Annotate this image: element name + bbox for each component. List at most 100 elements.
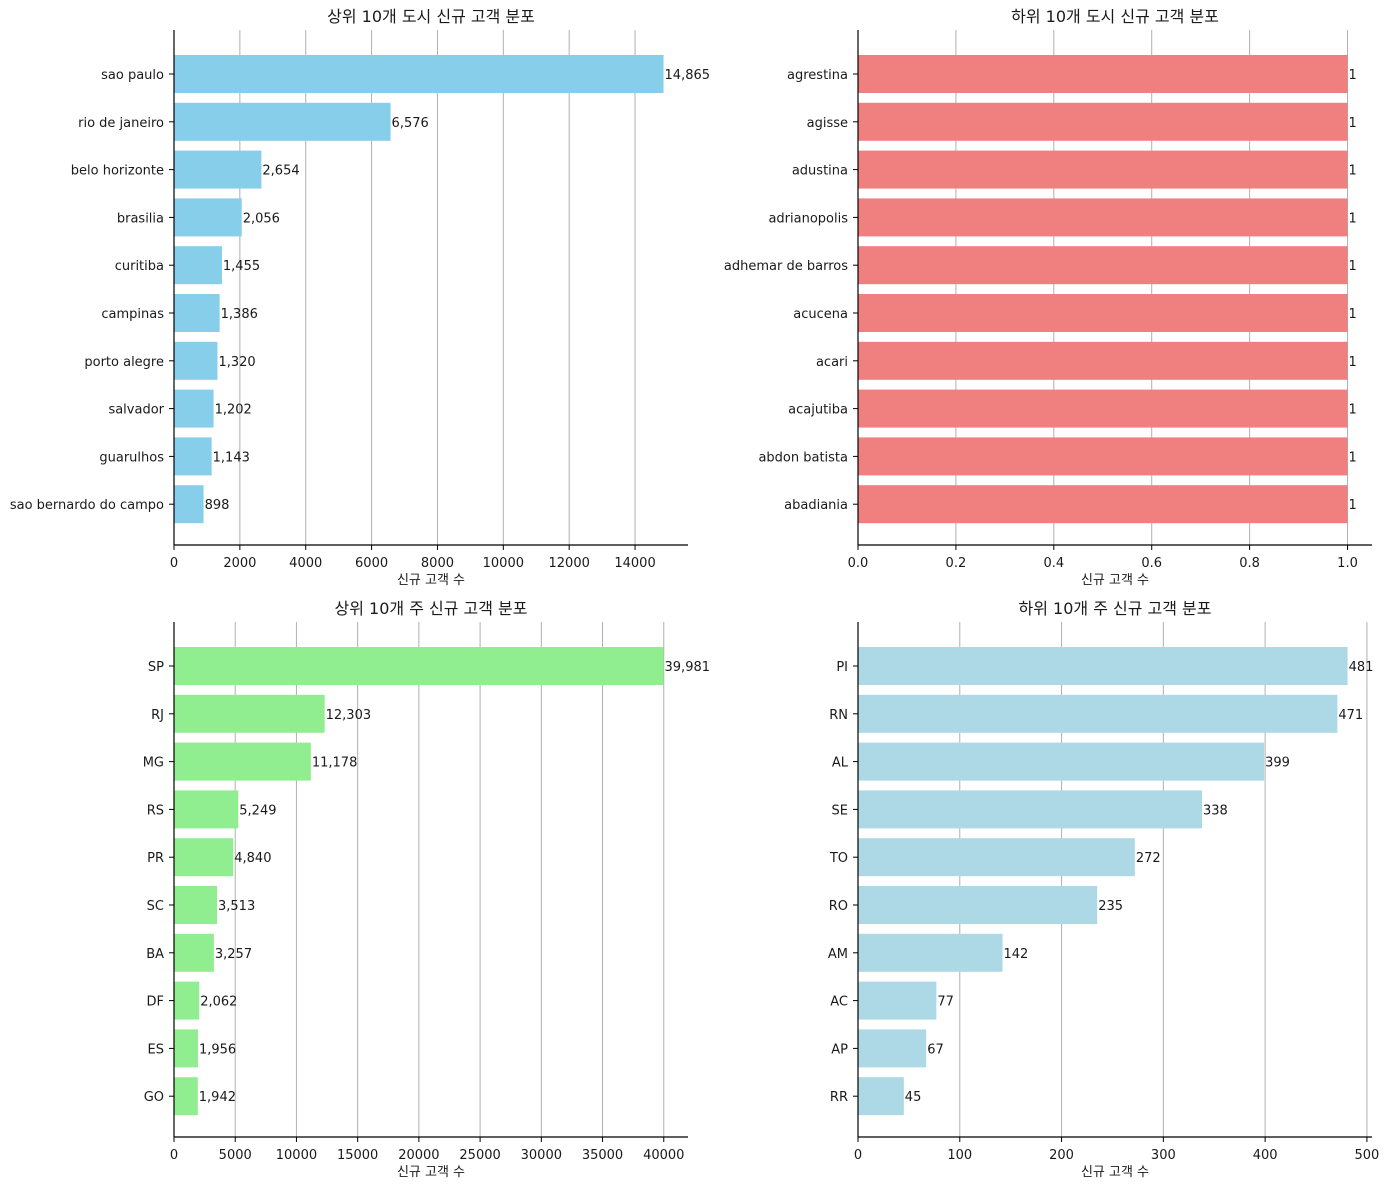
category-label: AM [828, 947, 848, 962]
bar [858, 341, 1348, 380]
category-label: GO [144, 1090, 164, 1105]
category-label: AL [832, 756, 849, 771]
data-label: 1 [1349, 211, 1357, 226]
bar [174, 437, 212, 476]
x-axis-label: 신규 고객 수 [397, 1165, 465, 1180]
bar [858, 437, 1348, 476]
category-label: AP [831, 1042, 848, 1057]
bar [174, 694, 325, 733]
bar [174, 838, 234, 877]
bar [174, 790, 239, 829]
category-label: RS [147, 803, 164, 818]
bar [174, 246, 222, 285]
x-tick-label: 10000 [276, 1148, 317, 1163]
data-label: 272 [1136, 851, 1161, 866]
bar [858, 886, 1098, 924]
category-label: brasilia [117, 211, 164, 226]
x-tick-label: 5000 [219, 1148, 252, 1163]
x-axis-label: 신규 고객 수 [1081, 573, 1149, 588]
bar [858, 389, 1348, 428]
bar [858, 933, 1003, 972]
category-label: sao paulo [101, 68, 164, 83]
x-tick-label: 0 [170, 1148, 178, 1163]
category-label: adhemar de barros [724, 259, 848, 274]
category-label: AC [830, 995, 848, 1010]
category-label: PR [147, 851, 164, 866]
x-tick-label: 6000 [355, 556, 388, 571]
data-label: 12,303 [326, 708, 372, 723]
category-label: acari [816, 355, 848, 370]
bar [174, 981, 200, 1020]
data-label: 1 [1349, 259, 1357, 274]
bar [174, 55, 664, 93]
bar [174, 389, 214, 428]
data-label: 3,513 [218, 899, 255, 914]
bar [858, 838, 1135, 877]
x-tick-label: 300 [1151, 1148, 1176, 1163]
data-label: 6,576 [392, 116, 429, 131]
bar [174, 198, 242, 237]
x-tick-label: 0.2 [946, 556, 967, 571]
category-label: rio de janeiro [78, 116, 164, 131]
data-label: 471 [1338, 708, 1363, 723]
category-label: DF [147, 995, 165, 1010]
bar [858, 102, 1348, 141]
bar [858, 55, 1348, 93]
x-tick-label: 100 [947, 1148, 972, 1163]
x-tick-label: 20000 [398, 1148, 439, 1163]
chart-title: 하위 10개 주 신규 고객 분포 [1019, 599, 1212, 618]
x-tick-label: 40000 [643, 1148, 684, 1163]
bar [858, 647, 1348, 685]
x-tick-label: 15000 [337, 1148, 378, 1163]
data-label: 1,202 [215, 403, 252, 418]
category-label: agrestina [787, 68, 848, 83]
data-label: 45 [905, 1090, 922, 1105]
x-tick-label: 35000 [582, 1148, 623, 1163]
category-label: abdon batista [758, 450, 848, 465]
category-label: adrianopolis [768, 211, 848, 226]
x-axis-label: 신규 고객 수 [397, 573, 465, 588]
category-label: RO [829, 899, 848, 914]
data-label: 142 [1004, 947, 1029, 962]
x-tick-label: 0 [170, 556, 178, 571]
x-tick-label: 0.6 [1141, 556, 1162, 571]
category-label: SP [148, 660, 164, 675]
bar [858, 294, 1348, 332]
bar [858, 198, 1348, 237]
bar [174, 102, 391, 141]
x-tick-label: 1.0 [1337, 556, 1358, 571]
category-label: RR [830, 1090, 848, 1105]
bar [174, 933, 214, 972]
category-label: SE [832, 803, 848, 818]
data-label: 2,056 [243, 211, 280, 226]
category-label: abadiania [784, 498, 848, 513]
category-label: MG [143, 756, 164, 771]
x-tick-label: 0.8 [1239, 556, 1260, 571]
x-tick-label: 2000 [223, 556, 256, 571]
data-label: 399 [1265, 756, 1290, 771]
category-label: SC [147, 899, 164, 914]
data-label: 11,178 [312, 756, 358, 771]
bar [174, 485, 204, 524]
category-label: sao bernardo do campo [10, 498, 164, 513]
data-label: 67 [927, 1042, 944, 1057]
data-label: 1 [1349, 116, 1357, 131]
bar [174, 1029, 198, 1068]
category-label: campinas [101, 307, 164, 322]
bar [858, 1029, 927, 1068]
x-tick-label: 10000 [483, 556, 524, 571]
chart-top-cities: sao paulo 14,865 rio de janeiro 6,576 belo h… [10, 7, 710, 588]
x-tick-label: 30000 [521, 1148, 562, 1163]
bar [174, 150, 262, 189]
data-label: 1,942 [199, 1090, 236, 1105]
data-label: 14,865 [665, 68, 711, 83]
category-label: RN [829, 708, 848, 723]
x-tick-label: 0.4 [1043, 556, 1064, 571]
bar [174, 742, 311, 781]
category-label: RJ [151, 708, 164, 723]
data-label: 5,249 [239, 803, 276, 818]
category-label: acajutiba [788, 403, 848, 418]
bar [858, 694, 1338, 733]
data-label: 77 [937, 995, 954, 1010]
category-label: adustina [792, 164, 848, 179]
